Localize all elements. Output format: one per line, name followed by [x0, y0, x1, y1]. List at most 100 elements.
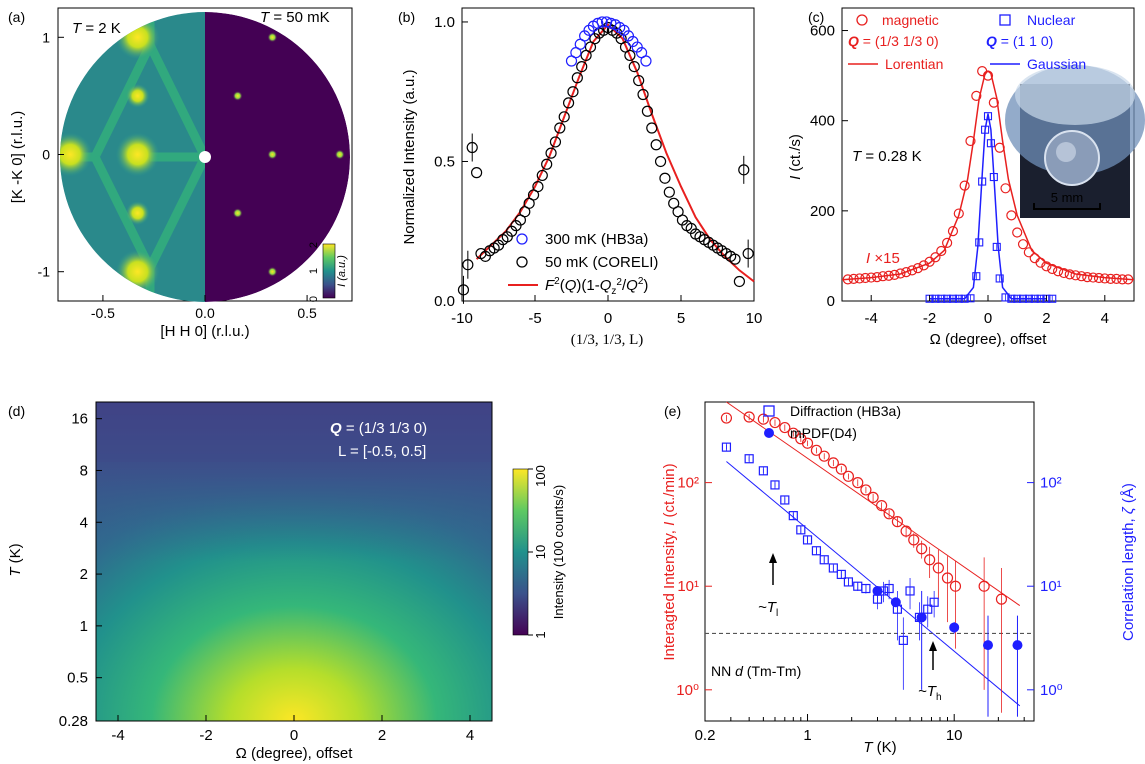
b-xtick-2: 0: [604, 310, 612, 327]
d-ytick-0: 0.28: [59, 713, 88, 730]
a-xtick-1: 0.0: [195, 305, 215, 321]
c-point-magnetic-23: [977, 66, 988, 77]
e-ylabel: Interagted Intensity, I (ct./min): [661, 463, 678, 660]
b-xtick-0: -10: [451, 310, 473, 327]
c-ytick-2: 400: [810, 113, 835, 130]
d-ylabel: T (K): [7, 543, 24, 576]
e-point-intensity-1: [743, 411, 755, 423]
c-ytick-3: 600: [810, 23, 835, 40]
panel-a-label: (a): [8, 9, 25, 25]
c-ylabel: I (ct./s): [787, 134, 804, 180]
e-point-intensity-8: [810, 444, 823, 456]
e-fit-line-1: [726, 401, 1021, 607]
e-point-intensity-3: [769, 416, 781, 429]
c-point-magnetic-33: [1035, 257, 1046, 268]
b-ytick-2: 1.0: [434, 14, 455, 31]
b-plot: -10 -5 0 5 10 0.0 0.5 1.0: [434, 14, 762, 327]
b-point-300mK-6: [592, 17, 604, 29]
c-point-magnetic-2: [854, 273, 865, 284]
a-peak-50mK-3: [334, 149, 345, 160]
e-annotation-Th: ~Th: [918, 683, 942, 703]
e-annotation-NN: NN d (Tm-Tm): [711, 663, 801, 679]
c-point-magnetic-30: [1017, 239, 1029, 250]
a-peak-50mK-2: [267, 266, 278, 277]
d-xtick-1: -2: [199, 727, 212, 744]
e-plot: 0.2 1 10 10⁰ 10⁰ 10¹ 10¹ 10² 10²: [676, 401, 1063, 744]
c-point-magnetic-31: [1023, 247, 1034, 258]
a-ytick-0: -1: [38, 264, 51, 280]
d-heatmap: [95, 401, 493, 722]
e-xtick-0: 0.2: [695, 727, 716, 744]
b-point-50mK-23: [558, 111, 570, 123]
a-peak-50mK-4: [232, 90, 243, 101]
b-point-50mK-2: [466, 141, 478, 154]
d-xtick-3: 2: [378, 727, 386, 744]
c-xtick-2: 0: [984, 310, 992, 327]
d-annotation-L: L = [-0.5, 0.5]: [338, 443, 426, 460]
c-xtick-3: 2: [1042, 310, 1050, 327]
c-point-magnetic-20: [959, 180, 970, 191]
b-point-50mK-21: [549, 136, 562, 148]
e-point-intensity-11: [835, 463, 847, 475]
c-xlabel: Ω (degree), offset: [930, 331, 1048, 348]
b-point-300mK-9: [605, 17, 617, 29]
b-ytick-0: 0.0: [434, 293, 455, 310]
c-xtick-0: -4: [865, 310, 878, 327]
c-annotation-T: T = 0.28 K: [852, 148, 922, 165]
e-point-intensity-18: [891, 516, 904, 528]
c-point-magnetic-40: [1076, 271, 1087, 282]
b-point-300mK-7: [596, 16, 608, 28]
e-legend-1: mPDF(D4): [790, 425, 857, 441]
b-point-50mK-43: [646, 122, 658, 134]
c-point-magnetic-13: [918, 260, 929, 271]
e-ytick-right-1: 10¹: [1040, 578, 1062, 595]
c-legend-2: Lorentian: [885, 56, 943, 72]
b-point-50mK-40: [633, 74, 645, 87]
a-peak-2K-5: [125, 83, 150, 108]
b-point-50mK-27: [576, 60, 588, 73]
e-annotation-Tl: ~Tl: [758, 599, 778, 619]
a-peak-2K-1: [115, 249, 160, 294]
b-point-50mK-22: [554, 122, 566, 134]
panel-e-label: (e): [664, 403, 681, 419]
c-point-magnetic-10: [901, 267, 912, 278]
b-point-50mK-0: [457, 284, 470, 296]
a-colorbar-tick-1: 1: [308, 268, 320, 274]
c-point-magnetic-0: [842, 274, 853, 285]
c-point-magnetic-41: [1082, 272, 1093, 283]
panel-b-label: (b): [398, 9, 415, 25]
b-ylabel: Normalized Intensity (a.u.): [401, 69, 418, 244]
b-point-50mK-41: [637, 88, 649, 101]
b-point-50mK-38: [624, 49, 636, 62]
panel-e: (e) 0.2 1 10 10⁰ 10⁰ 10¹ 10¹ 10² 10² Diffraction…: [661, 401, 1137, 756]
e-xtick-1: 1: [803, 727, 811, 744]
d-xtick-4: 4: [466, 727, 474, 744]
b-point-50mK-26: [571, 72, 583, 84]
d-xlabel: Ω (degree), offset: [236, 745, 354, 762]
a-peak-2K-6: [125, 201, 150, 226]
c-point-magnetic-36: [1052, 266, 1064, 277]
c-point-magnetic-38: [1064, 269, 1075, 280]
c-point-magnetic-7: [883, 270, 894, 281]
e-legend-0: Diffraction (HB3a): [790, 403, 901, 419]
d-colorbar: [512, 468, 529, 636]
c-ytick-0: 0: [827, 293, 835, 310]
b-point-50mK-25: [567, 86, 579, 98]
e-point-intensity-26: [978, 580, 990, 592]
b-point-50mK-65: [742, 247, 754, 260]
e-ytick-left-0: 10⁰: [676, 682, 699, 699]
a-annotation-50mK: T = 50 mK: [260, 9, 330, 26]
e-point-intensity-27: [995, 593, 1008, 605]
b-point-50mK-24: [562, 97, 575, 109]
c-point-magnetic-6: [877, 271, 888, 282]
panel-a: (a): [8, 7, 353, 340]
a-peak-2K-0: [115, 15, 160, 60]
e-point-mpdf-4: [982, 640, 993, 651]
c-point-magnetic-43: [1093, 272, 1105, 284]
d-colorbar-tick-1: 10: [533, 545, 548, 559]
c-legend: magnetic Q = (1/3 1/3 0) Lorentian Nucle…: [848, 12, 1086, 72]
c-point-magnetic-1: [848, 273, 859, 285]
d-colorbar-tick-2: 100: [533, 465, 548, 487]
a-peak-2K-3: [115, 132, 160, 177]
e-point-intensity-7: [801, 437, 814, 449]
